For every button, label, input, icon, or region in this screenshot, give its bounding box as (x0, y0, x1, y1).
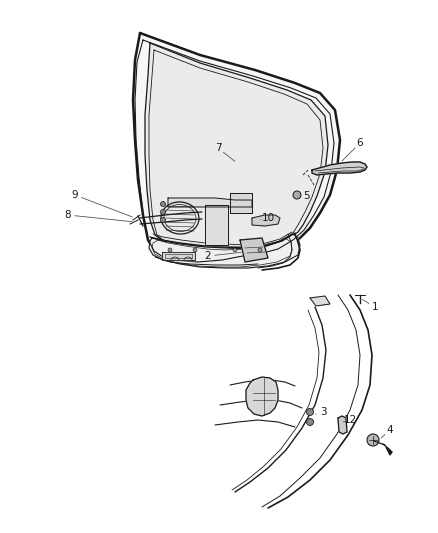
Text: 4: 4 (387, 425, 393, 435)
Polygon shape (252, 215, 280, 226)
Text: 8: 8 (65, 210, 71, 220)
Polygon shape (168, 198, 252, 207)
Polygon shape (310, 296, 330, 306)
Circle shape (168, 248, 172, 252)
Polygon shape (205, 205, 228, 245)
Circle shape (160, 209, 166, 214)
Polygon shape (162, 252, 195, 260)
Text: 5: 5 (304, 191, 310, 201)
Text: 1: 1 (372, 302, 378, 312)
Text: 12: 12 (343, 415, 357, 425)
Circle shape (233, 248, 237, 252)
Circle shape (258, 248, 262, 252)
Polygon shape (145, 43, 328, 248)
Circle shape (193, 248, 197, 252)
Text: 3: 3 (320, 407, 326, 417)
Polygon shape (240, 238, 268, 262)
Polygon shape (312, 162, 367, 175)
Circle shape (293, 191, 301, 199)
Circle shape (307, 418, 314, 425)
Text: 7: 7 (215, 143, 221, 153)
Polygon shape (338, 416, 347, 434)
Circle shape (160, 217, 166, 222)
Circle shape (307, 408, 314, 416)
Polygon shape (246, 377, 278, 416)
Text: 2: 2 (205, 251, 211, 261)
Circle shape (160, 201, 166, 206)
Polygon shape (133, 33, 340, 262)
Polygon shape (386, 447, 392, 455)
Text: 6: 6 (357, 138, 363, 148)
Text: 10: 10 (261, 213, 275, 223)
Circle shape (367, 434, 379, 446)
Text: 9: 9 (72, 190, 78, 200)
Polygon shape (230, 193, 252, 213)
Polygon shape (149, 234, 300, 268)
